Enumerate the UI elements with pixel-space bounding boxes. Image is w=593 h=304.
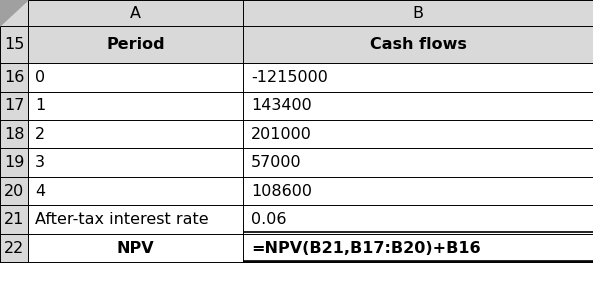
Text: 0.06: 0.06 [251,212,286,227]
Text: 3: 3 [35,155,45,170]
Bar [28,148,243,177]
Text: 2: 2 [35,127,45,142]
Text: 201000: 201000 [251,127,312,142]
Text: B: B [413,5,423,20]
Bar [243,63,593,92]
Bar [243,0,593,26]
Bar [28,177,243,206]
Text: 108600: 108600 [251,184,312,199]
Text: 16: 16 [4,70,24,85]
Text: 4: 4 [35,184,45,199]
Text: 15: 15 [4,37,24,52]
Bar [0,92,28,120]
Bar [0,63,28,92]
Bar [243,92,593,120]
Text: 20: 20 [4,184,24,199]
Bar [243,234,593,262]
Bar [0,148,28,177]
Bar [28,206,243,234]
Text: Period: Period [106,37,165,52]
Bar [28,120,243,148]
Text: 1: 1 [35,98,45,113]
Text: NPV: NPV [117,241,154,256]
Bar [28,26,243,63]
Bar [0,0,28,26]
Bar [28,63,243,92]
Text: 143400: 143400 [251,98,312,113]
Text: =NPV(B21,B17:B20)+B16: =NPV(B21,B17:B20)+B16 [251,241,480,256]
Bar [243,26,593,63]
Bar [0,120,28,148]
Text: After-tax interest rate: After-tax interest rate [35,212,209,227]
Bar [243,206,593,234]
Text: 57000: 57000 [251,155,302,170]
Text: 21: 21 [4,212,24,227]
Bar [243,177,593,206]
Bar [243,148,593,177]
Bar [0,206,28,234]
Polygon shape [0,0,28,26]
Text: A: A [130,5,141,20]
Text: 17: 17 [4,98,24,113]
Bar [243,120,593,148]
Text: -1215000: -1215000 [251,70,328,85]
Bar [0,177,28,206]
Text: 18: 18 [4,127,24,142]
Bar [28,0,243,26]
Bar [0,234,28,262]
Bar [28,92,243,120]
Text: 22: 22 [4,241,24,256]
Text: Cash flows: Cash flows [369,37,467,52]
Bar [28,234,243,262]
Text: 19: 19 [4,155,24,170]
Bar [0,26,28,63]
Text: 0: 0 [35,70,45,85]
